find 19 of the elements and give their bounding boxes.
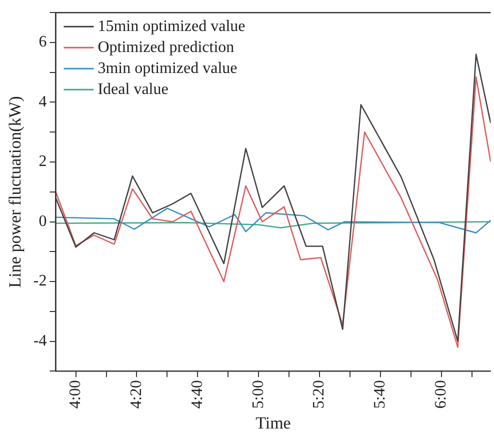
legend-label: Ideal value: [98, 80, 168, 98]
x-tick-label: 4:00: [67, 380, 84, 409]
legend-label: 3min optimized value: [98, 60, 238, 77]
y-tick-label: 4: [38, 93, 47, 110]
x-axis-title: Time: [256, 413, 291, 432]
y-tick-label: -4: [33, 332, 47, 350]
y-tick-label: 6: [38, 34, 47, 51]
y-tick-label: -2: [33, 272, 47, 290]
legend-label: Optimized prediction: [98, 38, 234, 56]
y-tick-label: 0: [38, 212, 47, 230]
y-axis-title: Line power fluctuation(kW): [6, 96, 25, 288]
x-tick-label: 5:20: [310, 380, 328, 409]
x-tick-label: 5:40: [372, 380, 389, 409]
x-tick-label: 5:00: [250, 380, 267, 409]
legend-label: 15min optimized value: [98, 18, 246, 35]
y-tick-label: 2: [38, 153, 47, 170]
x-tick-label: 4:40: [188, 380, 206, 409]
x-tick-label: 4:20: [128, 380, 145, 409]
x-tick-label: 6:00: [432, 380, 450, 409]
